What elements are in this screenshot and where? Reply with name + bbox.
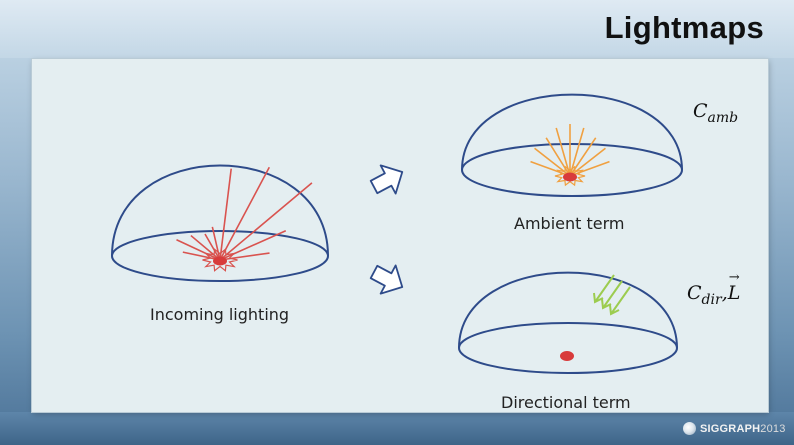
incoming-ray-3 bbox=[204, 233, 221, 261]
incoming-ray-1 bbox=[176, 238, 221, 261]
ambient-symbol-base: C bbox=[693, 100, 708, 122]
ambient-ray-7 bbox=[569, 137, 597, 177]
directional-symbol-subscript: dir bbox=[701, 292, 722, 308]
logo-name: SIGGRAPH bbox=[700, 422, 761, 435]
directional-light-source bbox=[560, 351, 574, 361]
ambient-light-source bbox=[563, 172, 577, 182]
incoming-ray-10 bbox=[182, 251, 221, 261]
arrow-to-ambient-icon bbox=[369, 164, 404, 195]
directional-symbol: Cdir,L bbox=[687, 270, 741, 308]
directional-symbol-base: C bbox=[687, 282, 702, 304]
incoming-ray-8 bbox=[219, 229, 287, 261]
ambient-ray-3 bbox=[545, 137, 571, 177]
slide-title: Lightmaps bbox=[604, 10, 764, 45]
ambient-symbol: Camb bbox=[693, 100, 738, 126]
ambient-dome-base bbox=[461, 143, 683, 197]
incoming-ray-9 bbox=[219, 252, 270, 261]
incoming-ray-6 bbox=[219, 166, 271, 261]
dome-incoming-lighting bbox=[111, 164, 329, 282]
directional-symbol-separator: , bbox=[721, 282, 728, 304]
directional-ray-head-3 bbox=[609, 304, 620, 316]
siggraph-logo-icon bbox=[683, 422, 696, 435]
directional-ray-3 bbox=[610, 286, 631, 315]
arrow-to-directional-icon bbox=[369, 264, 404, 295]
transition-arrows bbox=[369, 164, 404, 295]
directional-symbol-vector: L bbox=[728, 270, 741, 304]
directional-ray-1 bbox=[594, 274, 615, 303]
ambient-symbol-subscript: amb bbox=[707, 110, 739, 126]
dome-directional-term bbox=[458, 271, 678, 374]
incoming-ray-2 bbox=[190, 234, 221, 261]
directional-dome-arc bbox=[458, 271, 678, 349]
directional-ray-head-1 bbox=[593, 292, 604, 304]
slide-header-band bbox=[0, 0, 794, 58]
incoming-ray-5 bbox=[219, 168, 233, 261]
directional-ray-2 bbox=[602, 280, 623, 309]
dome-ambient-term bbox=[461, 93, 683, 197]
logo-year: 2013 bbox=[760, 422, 786, 435]
directional-dome-base bbox=[458, 322, 678, 374]
directional-ray-head-2 bbox=[601, 298, 612, 310]
siggraph-logo: SIGGRAPH2013 bbox=[683, 422, 786, 435]
incoming-ray-7 bbox=[219, 182, 313, 261]
ambient-term-label: Ambient term bbox=[514, 214, 625, 233]
slide-footer-band bbox=[0, 412, 794, 445]
ambient-burst bbox=[554, 165, 586, 187]
ambient-ray-9 bbox=[569, 160, 610, 177]
directional-term-label: Directional term bbox=[501, 393, 631, 412]
incoming-dome-arc bbox=[111, 164, 329, 257]
incoming-ray-4 bbox=[211, 226, 221, 261]
ambient-ray-1 bbox=[530, 160, 571, 177]
ambient-dome-arc bbox=[461, 93, 683, 171]
incoming-burst bbox=[202, 248, 238, 272]
incoming-lighting-label: Incoming lighting bbox=[150, 305, 290, 324]
incoming-dome-base bbox=[111, 230, 329, 282]
incoming-light-source bbox=[213, 256, 227, 266]
